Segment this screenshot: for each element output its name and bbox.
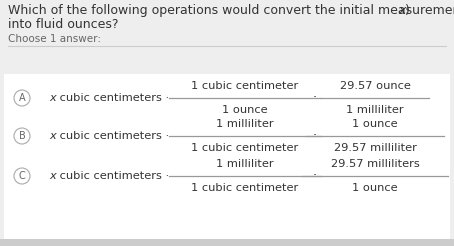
Text: 1 ounce: 1 ounce (222, 105, 268, 115)
Text: Choose 1 answer:: Choose 1 answer: (8, 34, 101, 44)
Text: A: A (19, 93, 25, 103)
Text: x: x (49, 171, 56, 181)
Text: 1 cubic centimeter: 1 cubic centimeter (192, 183, 299, 193)
Text: cubic centimeters ·: cubic centimeters · (56, 171, 169, 181)
Text: 1 cubic centimeter: 1 cubic centimeter (192, 143, 299, 153)
Text: 1 milliliter: 1 milliliter (216, 159, 274, 169)
Text: cubic centimeters ·: cubic centimeters · (56, 131, 169, 141)
Text: 29.57 ounce: 29.57 ounce (340, 81, 410, 91)
Text: 1 ounce: 1 ounce (352, 119, 398, 129)
Text: 1 cubic centimeter: 1 cubic centimeter (192, 81, 299, 91)
Circle shape (14, 168, 30, 184)
Text: x: x (398, 4, 405, 17)
Text: 1 milliliter: 1 milliliter (216, 119, 274, 129)
FancyBboxPatch shape (4, 74, 450, 242)
Text: cubic centimeters ·: cubic centimeters · (56, 93, 169, 103)
Text: 1 milliliter: 1 milliliter (346, 105, 404, 115)
Text: 29.57 milliliters: 29.57 milliliters (331, 159, 419, 169)
Text: 1 ounce: 1 ounce (352, 183, 398, 193)
Text: ·: · (313, 169, 317, 183)
Text: ): ) (405, 4, 410, 17)
Text: 29.57 milliliter: 29.57 milliliter (334, 143, 416, 153)
Text: x: x (49, 131, 56, 141)
Text: B: B (19, 131, 25, 141)
Text: ·: · (313, 129, 317, 142)
Text: x: x (49, 93, 56, 103)
Text: Which of the following operations would convert the initial measurement (: Which of the following operations would … (8, 4, 454, 17)
Text: into fluid ounces?: into fluid ounces? (8, 18, 118, 31)
Circle shape (14, 128, 30, 144)
Text: ·: · (313, 92, 317, 105)
Text: C: C (19, 171, 25, 181)
Circle shape (14, 90, 30, 106)
FancyBboxPatch shape (0, 239, 454, 246)
